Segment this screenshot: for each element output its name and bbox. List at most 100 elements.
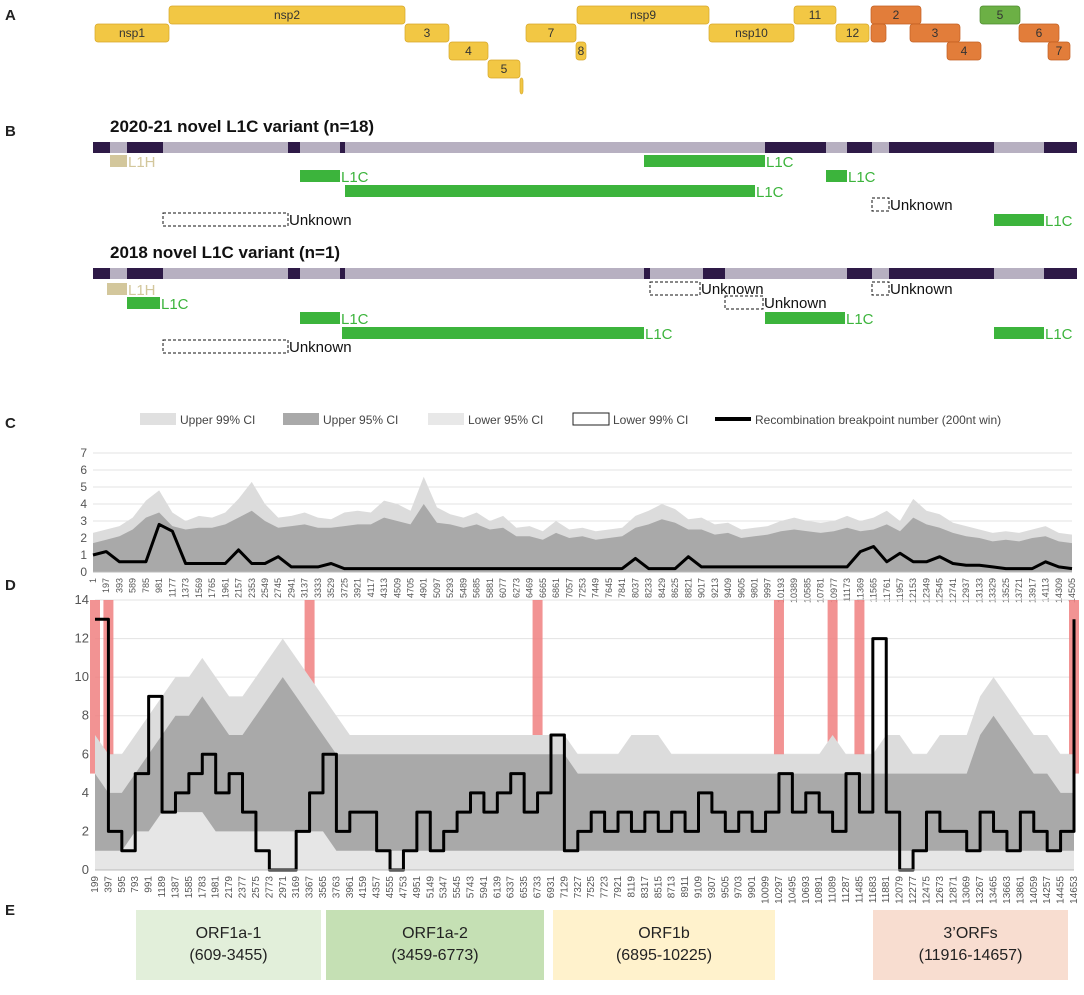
x-tick-label: 7921 [613,876,624,899]
orf-range: (11916-14657) [918,947,1023,964]
gene-box [870,5,922,25]
track-label-unknown: Unknown [764,295,827,312]
gene-label: 5 [501,62,508,76]
gene-label: 12 [846,26,860,40]
x-tick-label: 6139 [492,876,503,899]
x-tick-label: 785 [141,578,151,593]
gene-box [525,23,577,43]
y-tick-label: 1 [80,548,87,562]
x-tick-label: 10495 [787,876,798,904]
x-tick-label: 11761 [882,578,892,602]
x-tick-label: 11683 [868,876,879,904]
orf-range: (609-3455) [189,947,268,964]
x-tick-label: 9505 [720,876,731,899]
x-tick-label: 7723 [600,876,611,899]
x-tick-label: 6273 [511,578,521,598]
x-tick-label: 393 [114,578,124,593]
unknown-box [162,339,289,354]
x-tick-label: 3961 [345,876,356,899]
y-tick-label: 7 [80,446,87,460]
x-tick-label: 2377 [238,876,249,899]
x-tick-label: 4313 [379,578,389,598]
x-tick-label: 10781 [816,578,826,603]
y-tick-label: 8 [82,708,89,723]
track-label-l1c: L1C [848,169,876,186]
x-tick-label: 13917 [1027,578,1037,603]
x-tick-label: 7645 [604,578,614,598]
gene-label: nsp9 [630,8,656,22]
x-tick-label: 4555 [385,876,396,899]
genome-segment [345,142,765,153]
genome-segment [340,142,345,153]
track-label-l1h: L1H [128,282,156,299]
x-tick-label: 11369 [855,578,865,602]
x-tick-label: 9901 [747,876,758,899]
y-tick-label: 6 [82,746,89,761]
orf-name: 3’ORFs [943,925,998,942]
x-tick-label: 991 [144,876,155,893]
y-tick-label: 4 [82,785,89,800]
genome-segment [872,268,889,279]
x-tick-label: 4951 [412,876,423,899]
orf-box-3: 3’ORFs (11916-14657) [873,910,1068,980]
panel-c-breakpoint-chart: Upper 99% CI Upper 95% CI Lower 95% CI Lowe… [80,412,1077,603]
panel-d-breakpoint-chart: 0 2 4 6 8 10 12 14 199 397 595 793 991 1189 1387 1585 17… [75,592,1080,904]
x-tick-label: 1387 [170,876,181,899]
genome-segment [163,142,288,153]
gene-label: nsp2 [274,8,300,22]
l1c-bar [765,312,845,324]
gene-label: 7 [548,26,555,40]
track-label-l1c: L1C [161,296,189,313]
x-tick-label: 1783 [197,876,208,899]
x-tick-label: 1981 [211,876,222,899]
genome-segment [889,268,994,279]
x-tick-label: 8713 [667,876,678,899]
x-tick-label: 5881 [485,578,495,598]
gene-box [404,23,450,43]
legend-label: Upper 95% CI [323,413,398,427]
x-tick-label: 11089 [828,876,839,904]
gene-box [94,23,170,43]
orf-box-2: ORF1b (6895-10225) [553,910,775,980]
x-tick-label: 5685 [472,578,482,598]
x-tick-label: 2179 [224,876,235,899]
panel-labels: A B C D E [5,7,16,919]
x-tick-label: 793 [130,876,141,893]
highlight-band [827,600,838,774]
x-tick-label: 1177 [167,578,177,597]
genome-segment [288,142,300,153]
x-tick-label: 13861 [1015,876,1026,904]
x-tick-label: 7057 [564,578,574,598]
gene-box [835,23,870,43]
orf-box-0: ORF1a-1 (609-3455) [136,910,321,980]
orf-name: ORF1a-1 [195,925,262,942]
x-tick-label: 3565 [318,876,329,899]
x-tick-label: 13663 [1002,876,1013,904]
track-label-unknown: Unknown [289,212,352,229]
unknown-box [162,212,289,227]
x-tick-label: 10193 [776,578,786,603]
genome-segment [300,268,340,279]
gene-label: 4 [961,44,968,58]
genome-segment [994,268,1044,279]
gene-box [793,5,837,25]
x-tick-label: 1189 [157,876,168,898]
l1c-bar [342,327,644,339]
orf-box-1: ORF1a-2 (3459-6773) [326,910,544,980]
genome-segment [127,268,163,279]
x-tick-label: 8233 [644,578,654,598]
genome-segment [847,142,872,153]
ci-area [95,812,1074,870]
x-tick-label: 9109 [693,876,704,899]
x-tick-label: 981 [154,578,164,593]
gene-box [576,5,710,25]
x-tick-label: 14113 [1041,578,1051,602]
panel-b-recombination-map: 2020-21 novel L1C variant (n=18) L1H L1C L1… [93,117,1077,356]
breakpoint-line [92,522,1073,571]
genome-segment [93,142,110,153]
x-tick-label: 11565 [869,578,879,602]
x-tick-label: 8317 [640,876,651,899]
x-tick-label: 5743 [466,876,477,899]
gene-box [909,23,961,43]
x-tick-label: 199 [90,876,101,893]
